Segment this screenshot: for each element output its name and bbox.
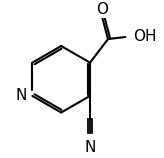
- Text: O: O: [96, 2, 108, 17]
- Text: N: N: [84, 140, 96, 155]
- Text: N: N: [15, 88, 27, 103]
- Text: OH: OH: [133, 29, 156, 44]
